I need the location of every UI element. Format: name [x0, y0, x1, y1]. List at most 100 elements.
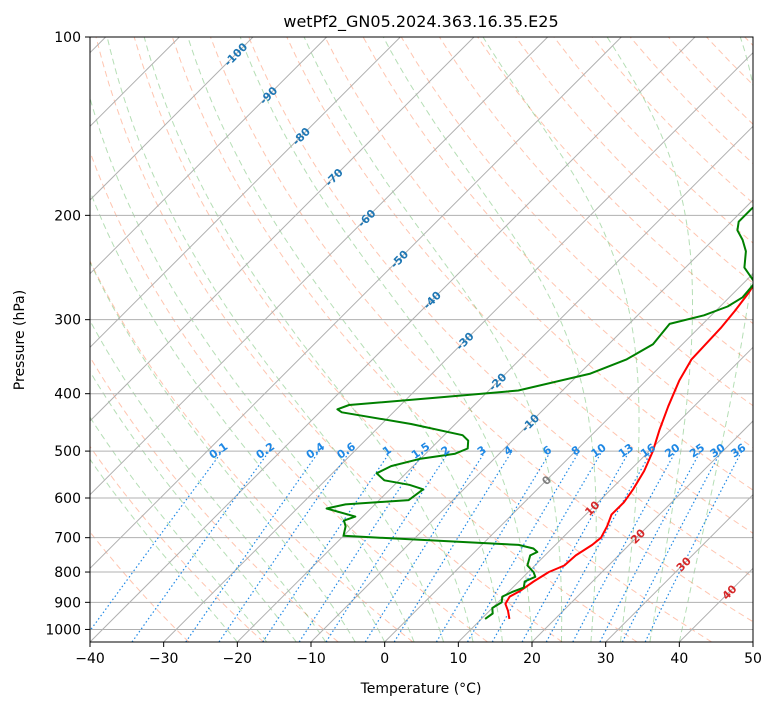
isotherm-line: [457, 346, 753, 642]
moist-adiabat: [678, 37, 753, 642]
isotherm-label: -90: [257, 84, 280, 107]
dry-adiabat: [210, 37, 753, 623]
y-tick-label: 700: [54, 531, 81, 547]
mixing-ratio-line: [599, 450, 702, 642]
moist-adiabat: [143, 37, 474, 642]
x-tick-label: −10: [296, 651, 326, 667]
moist-adiabat: [90, 458, 238, 642]
mixing-ratio-line: [644, 450, 743, 642]
isotherm-line: [90, 37, 401, 349]
dry-adiabat: [90, 356, 339, 642]
mixing-ratio-label: 10: [589, 441, 609, 461]
mixing-ratio-label: 13: [616, 441, 636, 460]
mixing-ratio-label: 0.6: [335, 440, 359, 462]
moist-adiabat: [239, 37, 533, 642]
x-axis-ticks: −40 −30 −20 −10 0 10 20 30 40 50: [75, 642, 762, 667]
y-tick-label: 800: [54, 565, 81, 581]
y-tick-label: 300: [54, 313, 81, 329]
moist-adiabat: [106, 37, 445, 642]
dry-adiabat: [515, 37, 753, 284]
mixing-ratio-label: 25: [687, 441, 707, 460]
isobar-gridlines: [90, 37, 753, 630]
x-tick-label: 0: [380, 651, 389, 667]
y-tick-label: 1000: [45, 622, 81, 638]
isotherm-line: [605, 493, 753, 642]
mixing-ratio-line: [131, 450, 270, 642]
isotherm-line: [90, 37, 254, 201]
mixing-ratio-label: 20: [662, 441, 682, 461]
isotherm-label: -100: [222, 40, 251, 69]
isotherm-line: [236, 125, 753, 642]
moist-adiabat: [187, 37, 503, 642]
y-axis-label: Pressure (hPa): [12, 290, 28, 390]
dry-adiabats: [90, 37, 753, 642]
mixing-ratio-line: [218, 450, 351, 642]
mixing-ratio-line: [545, 450, 653, 642]
mixing-ratio-line: [572, 450, 677, 642]
isotherm-line: [678, 567, 753, 642]
isotherm-line: [384, 272, 753, 642]
x-tick-label: −40: [75, 651, 105, 667]
plot-area: -100-90-80-70-60-50-40-30-20-10010203040…: [90, 37, 753, 642]
mixing-ratio-label: 0.4: [304, 440, 328, 462]
isotherm-line: [90, 37, 549, 496]
dry-adiabat: [90, 150, 488, 642]
sounding-profiles: [325, 206, 753, 620]
isotherm-line: [163, 51, 753, 642]
isotherm-line: [90, 37, 475, 422]
x-tick-label: 50: [744, 651, 762, 667]
x-tick-label: 20: [523, 651, 541, 667]
dry-adiabat: [591, 37, 753, 204]
moist-adiabat: [606, 37, 693, 642]
dry-adiabat: [90, 445, 264, 642]
mixing-ratio-line: [325, 450, 450, 642]
x-tick-label: 40: [670, 651, 688, 667]
y-tick-label: 900: [54, 595, 81, 611]
x-tick-label: −20: [223, 651, 253, 667]
mixing-ratio-line: [298, 450, 425, 642]
dry-adiabat: [171, 37, 712, 642]
dry-adiabat: [324, 37, 753, 491]
dry-adiabat: [133, 37, 638, 642]
moist-adiabat: [90, 189, 386, 642]
dry-adiabat: [286, 37, 753, 534]
x-tick-label: 30: [597, 651, 615, 667]
chart-title: wetPf2_GN05.2024.363.16.35.E25: [283, 12, 558, 32]
y-tick-label: 500: [54, 444, 81, 460]
mixing-ratio-lines: [90, 450, 743, 642]
dry-adiabat: [744, 37, 753, 47]
dry-adiabat: [668, 37, 753, 125]
dry-adiabat: [248, 37, 753, 578]
dewpoint-profile: [325, 206, 753, 620]
y-tick-label: 200: [54, 208, 81, 224]
mixing-ratio-label: 36: [728, 441, 748, 461]
isotherm-line: [90, 37, 328, 275]
isotherm-line: [531, 420, 753, 642]
moist-adiabat: [382, 37, 597, 642]
dry-adiabat: [90, 259, 414, 642]
isotherm-line: [310, 199, 753, 642]
mixing-ratio-line: [262, 450, 392, 642]
temperature-profile: [504, 284, 753, 620]
skewed-isotherms: [90, 37, 753, 642]
moist-adiabat: [90, 370, 297, 642]
dry-adiabat: [95, 37, 563, 642]
isotherm-line: [90, 37, 696, 642]
y-tick-label: 600: [54, 491, 81, 507]
x-tick-label: −30: [149, 651, 179, 667]
y-tick-label: 100: [54, 30, 81, 46]
dry-adiabat: [706, 37, 753, 86]
mixing-ratio-line: [185, 450, 320, 642]
moist-adiabat: [303, 37, 563, 642]
mixing-ratio-line: [393, 450, 513, 642]
plot-frame: [89, 36, 754, 643]
dry-adiabat: [90, 531, 190, 642]
mixing-ratio-label: 30: [708, 441, 728, 461]
moist-adiabat: [90, 260, 356, 642]
moist-adiabat: [482, 37, 640, 642]
x-tick-label: 10: [449, 651, 467, 667]
dry-adiabat: [553, 37, 753, 244]
isotherm-line: [752, 641, 753, 642]
